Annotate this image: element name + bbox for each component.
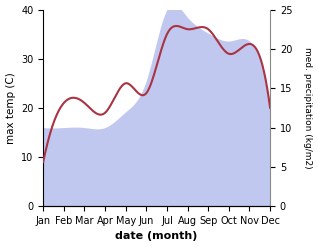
Y-axis label: max temp (C): max temp (C)	[5, 72, 16, 144]
X-axis label: date (month): date (month)	[115, 231, 198, 242]
Y-axis label: med. precipitation (kg/m2): med. precipitation (kg/m2)	[303, 47, 313, 169]
